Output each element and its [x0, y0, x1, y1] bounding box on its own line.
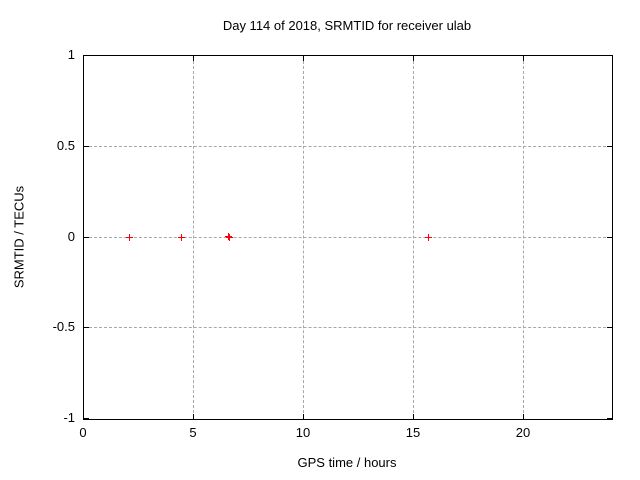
x-tick-mark-bottom: [523, 414, 524, 419]
h-gridline: [84, 146, 611, 147]
marker-vertical-arm: [228, 233, 229, 240]
y-tick-mark-right: [607, 418, 612, 419]
x-tick-label: 15: [405, 425, 421, 440]
x-tick-mark-top: [193, 56, 194, 61]
data-point-marker: [226, 234, 233, 241]
plot-area: [83, 55, 613, 420]
y-tick-mark-right: [607, 146, 612, 147]
x-tick-mark-top: [83, 56, 84, 61]
h-gridline: [84, 327, 611, 328]
y-tick-mark-left: [84, 146, 89, 147]
y-tick-mark-left: [84, 327, 89, 328]
data-point-marker: [178, 234, 185, 241]
y-tick-mark-right: [607, 55, 612, 56]
data-point-marker: [225, 233, 232, 240]
y-tick-mark-right: [607, 237, 612, 238]
x-tick-label: 20: [515, 425, 531, 440]
marker-vertical-arm: [181, 234, 182, 241]
y-tick-label: -0.5: [52, 319, 75, 334]
x-tick-mark-bottom: [83, 414, 84, 419]
x-tick-mark-top: [413, 56, 414, 61]
x-tick-mark-bottom: [193, 414, 194, 419]
x-tick-label: 5: [189, 425, 197, 440]
x-tick-mark-bottom: [413, 414, 414, 419]
y-tick-label: -1: [63, 410, 75, 425]
x-tick-label: 0: [79, 425, 87, 440]
y-tick-mark-left: [84, 418, 89, 419]
chart-title: Day 114 of 2018, SRMTID for receiver ula…: [222, 18, 472, 33]
marker-vertical-arm: [129, 234, 130, 241]
y-tick-label: 0.5: [56, 138, 75, 153]
data-point-marker: [126, 234, 133, 241]
x-tick-mark-top: [303, 56, 304, 61]
y-tick-label: 0: [67, 229, 75, 244]
y-tick-mark-right: [607, 327, 612, 328]
x-tick-mark-bottom: [303, 414, 304, 419]
marker-vertical-arm: [229, 234, 230, 241]
y-axis-label: SRMTID / TECUs: [11, 185, 27, 289]
y-tick-label: 1: [67, 47, 75, 62]
x-tick-mark-top: [523, 56, 524, 61]
marker-vertical-arm: [428, 234, 429, 241]
y-tick-mark-left: [84, 237, 89, 238]
x-axis-label: GPS time / hours: [297, 455, 397, 470]
y-tick-mark-left: [84, 55, 89, 56]
x-tick-label: 10: [295, 425, 311, 440]
h-gridline: [84, 237, 611, 238]
data-point-marker: [425, 234, 432, 241]
